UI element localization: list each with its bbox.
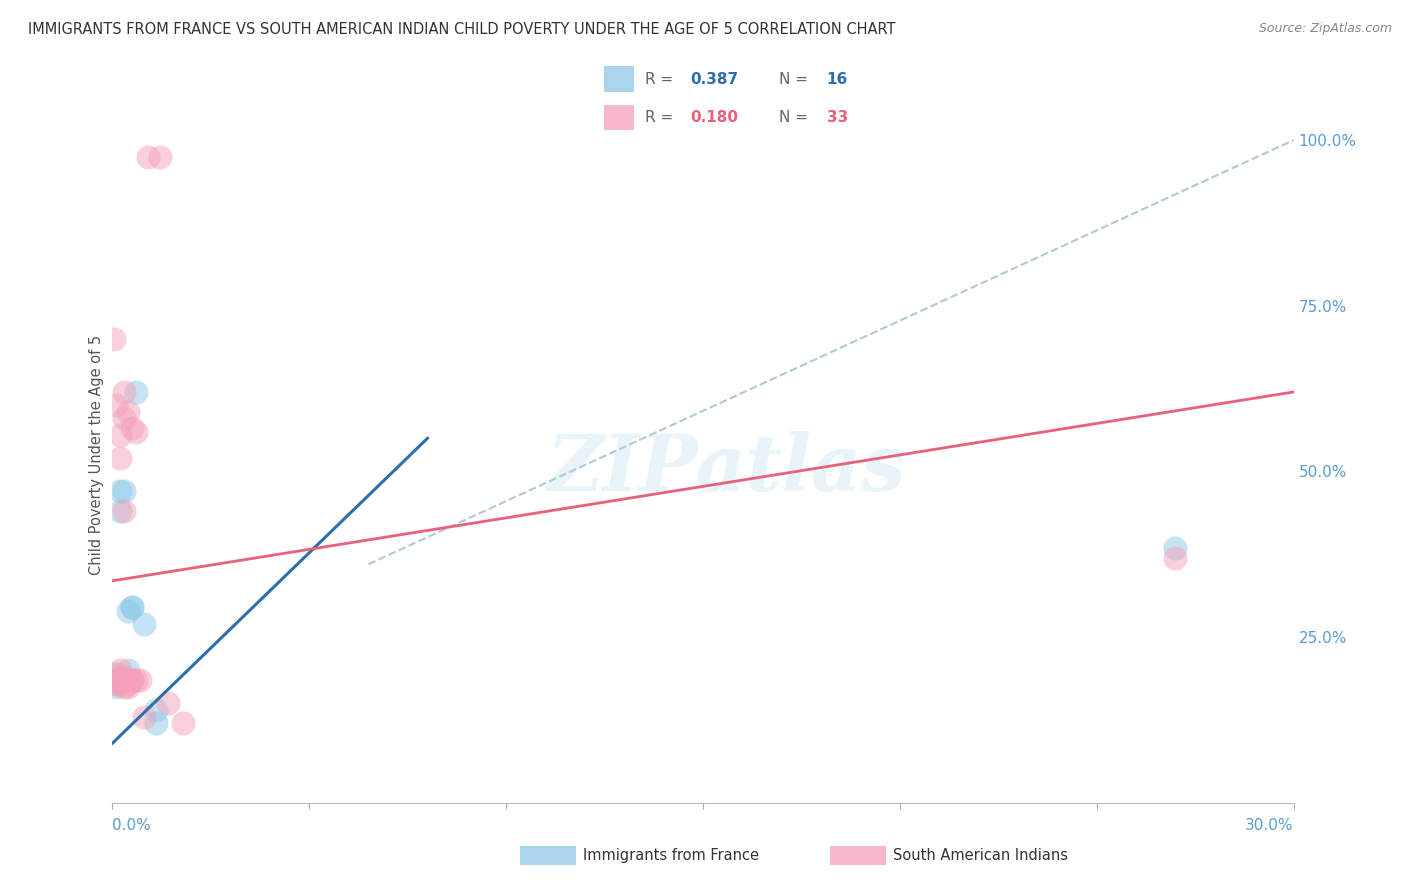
Point bbox=[121, 600, 143, 615]
Point bbox=[112, 384, 135, 399]
Text: R =: R = bbox=[644, 110, 678, 125]
Point bbox=[110, 673, 132, 688]
Point bbox=[117, 676, 139, 690]
Point bbox=[121, 673, 143, 688]
Text: 0.387: 0.387 bbox=[690, 71, 738, 87]
Point bbox=[132, 616, 155, 631]
Point bbox=[110, 663, 132, 677]
Point bbox=[105, 676, 128, 690]
Point bbox=[125, 384, 148, 399]
Point bbox=[1164, 550, 1187, 565]
Point bbox=[105, 673, 128, 688]
Point bbox=[105, 398, 128, 412]
Text: South American Indians: South American Indians bbox=[893, 848, 1067, 863]
Point bbox=[103, 666, 125, 681]
Text: 33: 33 bbox=[827, 110, 848, 125]
Point bbox=[149, 150, 172, 164]
Point bbox=[117, 680, 139, 694]
Point bbox=[105, 673, 128, 688]
Point bbox=[125, 425, 148, 439]
Point bbox=[117, 673, 139, 688]
Y-axis label: Child Poverty Under the Age of 5: Child Poverty Under the Age of 5 bbox=[89, 334, 104, 575]
Text: IMMIGRANTS FROM FRANCE VS SOUTH AMERICAN INDIAN CHILD POVERTY UNDER THE AGE OF 5: IMMIGRANTS FROM FRANCE VS SOUTH AMERICAN… bbox=[28, 22, 896, 37]
Point bbox=[1164, 541, 1187, 555]
Point bbox=[117, 604, 139, 618]
Point bbox=[112, 680, 135, 694]
Point bbox=[121, 421, 143, 435]
Point bbox=[105, 676, 128, 690]
Point bbox=[112, 673, 135, 688]
Bar bbox=[605, 67, 634, 92]
Text: ZIPatlas: ZIPatlas bbox=[547, 431, 907, 507]
Point bbox=[117, 405, 139, 419]
Point bbox=[129, 673, 152, 688]
Point bbox=[110, 451, 132, 466]
Point bbox=[125, 673, 148, 688]
Point bbox=[103, 332, 125, 346]
Text: R =: R = bbox=[644, 71, 678, 87]
Point bbox=[132, 709, 155, 723]
Point bbox=[172, 716, 194, 731]
Point bbox=[156, 697, 179, 711]
Point bbox=[110, 676, 132, 690]
Point bbox=[104, 680, 127, 694]
Point bbox=[107, 666, 129, 681]
Text: 0.180: 0.180 bbox=[690, 110, 738, 125]
Bar bbox=[605, 104, 634, 130]
Text: Source: ZipAtlas.com: Source: ZipAtlas.com bbox=[1258, 22, 1392, 36]
Text: 0.0%: 0.0% bbox=[112, 818, 152, 832]
Point bbox=[145, 716, 167, 731]
Point bbox=[117, 663, 139, 677]
Point bbox=[112, 670, 135, 684]
Text: 16: 16 bbox=[827, 71, 848, 87]
Point bbox=[110, 428, 132, 442]
Point bbox=[112, 673, 135, 688]
Point bbox=[121, 673, 143, 688]
Point bbox=[136, 150, 159, 164]
Point bbox=[112, 484, 135, 499]
Text: Immigrants from France: Immigrants from France bbox=[583, 848, 759, 863]
Point bbox=[121, 600, 143, 615]
Point bbox=[112, 411, 135, 425]
Point bbox=[112, 504, 135, 518]
Point bbox=[145, 703, 167, 717]
Text: 30.0%: 30.0% bbox=[1246, 818, 1294, 832]
Point bbox=[110, 484, 132, 499]
Point bbox=[110, 504, 132, 518]
Text: N =: N = bbox=[779, 71, 813, 87]
Text: N =: N = bbox=[779, 110, 813, 125]
